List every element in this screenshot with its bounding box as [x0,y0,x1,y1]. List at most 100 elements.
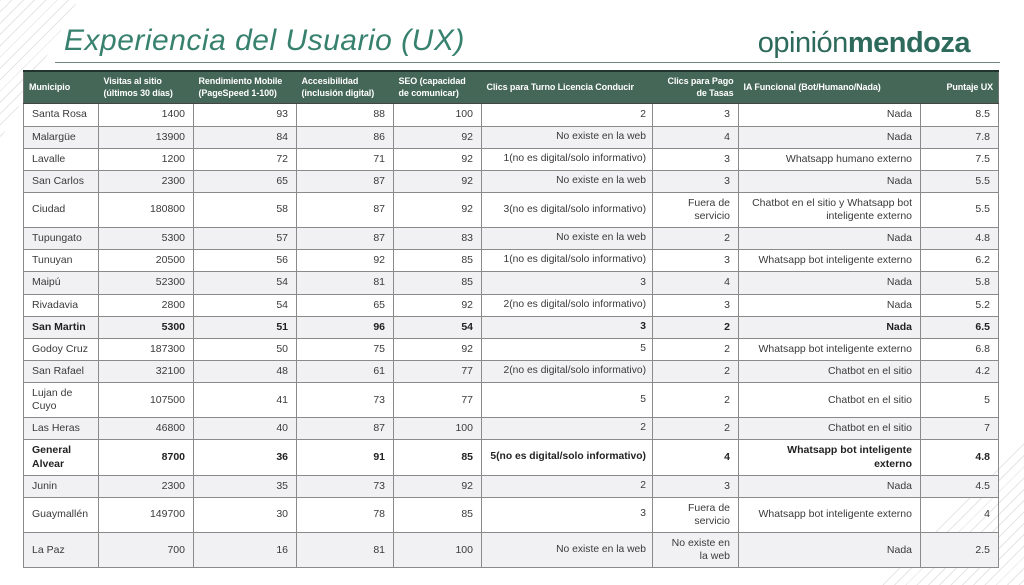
table-cell: 4.8 [920,227,999,251]
municipio-cell: La Paz [23,531,99,569]
table-cell: 3 [652,147,739,171]
table-cell: 78 [296,496,394,534]
table-cell: Nada [738,169,921,193]
table-row: Tunuyan 20500 56 92 85 1(no es digital/solo i… [23,249,999,273]
table-cell: 72 [193,147,297,171]
municipio-cell: Santa Rosa [23,103,99,127]
municipio-cell: Maipú [23,271,99,295]
municipio-cell: Rivadavia [23,293,99,317]
table-cell: 51 [193,315,297,339]
table-cell: 73 [296,474,394,498]
table-cell: 2800 [98,293,194,317]
municipio-cell: San Rafael [23,359,99,384]
table-cell: 4.2 [920,359,999,384]
table-cell: 2.5 [920,531,999,569]
table-cell: No existe en la web [481,125,653,149]
table-cell: 7 [920,417,999,441]
logo-text-bold: mendoza [847,27,971,59]
table-cell: 5.2 [920,293,999,317]
table-cell: 92 [393,337,482,361]
table-cell: Chatbot en el sitio y Whatsapp bot intel… [738,191,921,229]
table-cell: Nada [738,227,921,251]
table-cell: 32100 [98,359,194,384]
municipio-cell: Godoy Cruz [23,337,99,361]
table-row: Junin 2300 35 73 92 2 3 Nada 4.5 [23,474,999,498]
table-cell: 100 [393,417,482,441]
table-cell: 58 [193,191,297,229]
table-cell: 88 [296,103,394,127]
table-cell: No existe en la web [481,531,653,569]
table-cell: 2 [652,381,739,419]
table-cell: 61 [296,359,394,384]
table-cell: 92 [296,249,394,273]
column-header: Clics para Pago de Tasas [652,70,739,105]
table-cell: No existe en la web [652,531,739,569]
table-cell: 3 [652,169,739,193]
table-cell: 30 [193,496,297,534]
municipio-cell: San Martin [23,315,99,339]
table-cell: 4.5 [920,474,999,498]
table-cell: Nada [738,103,921,127]
table-cell: 3 [652,249,739,273]
table-cell: Nada [738,474,921,498]
table-cell: Chatbot en el sitio [738,381,921,419]
table-cell: 180800 [98,191,194,229]
municipio-cell: Malargüe [23,125,99,149]
table-cell: 91 [296,439,394,476]
municipio-cell: Lujan de Cuyo [23,381,99,419]
table-cell: 4 [652,271,739,295]
table-cell: 2 [481,417,653,441]
municipio-cell: Ciudad [23,191,99,229]
table-row: Lujan de Cuyo 107500 41 73 77 5 2 Chatbot en el… [23,381,999,419]
municipio-cell: Las Heras [23,417,99,441]
table-cell: 2300 [98,474,194,498]
table-cell: 86 [296,125,394,149]
table-cell: 4 [652,125,739,149]
table-cell: Nada [738,531,921,569]
table-cell: 50 [193,337,297,361]
table-cell: 36 [193,439,297,476]
table-cell: 2 [652,417,739,441]
table-cell: 5 [481,337,653,361]
table-cell: Nada [738,125,921,149]
column-header: Accesibilidad (inclusión digital) [296,70,394,105]
column-header: SEO (capacidad de comunicar) [393,70,482,105]
table-cell: 13900 [98,125,194,149]
table-cell: 85 [393,439,482,476]
table-row: General Alvear 8700 36 91 85 5(no es digital/… [23,439,999,476]
table-cell: 2300 [98,169,194,193]
table-cell: 8700 [98,439,194,476]
municipio-cell: Tupungato [23,227,99,251]
table-cell: 100 [393,531,482,569]
table-cell: 2 [481,103,653,127]
table-cell: Fuera de servicio [652,191,739,229]
table-cell: 77 [393,359,482,384]
table-cell: 96 [296,315,394,339]
table-cell: 5300 [98,227,194,251]
header-divider-line [55,62,1000,63]
table-cell: 149700 [98,496,194,534]
table-cell: 4.8 [920,439,999,476]
page-title: Experiencia del Usuario (UX) [64,24,465,57]
table-cell: 2(no es digital/solo informativo) [481,359,653,384]
table-cell: Whatsapp humano externo [738,147,921,171]
table-cell: 7.8 [920,125,999,149]
table-cell: Whatsapp bot inteligente externo [738,337,921,361]
table-row: San Carlos 2300 65 87 92 No existe en la web 3… [23,169,999,193]
table-cell: 85 [393,249,482,273]
table-cell: 54 [393,315,482,339]
table-cell: 92 [393,191,482,229]
table-cell: 6.5 [920,315,999,339]
table-cell: 4 [652,439,739,476]
table-cell: 41 [193,381,297,419]
table-cell: 6.8 [920,337,999,361]
table-cell: 5(no es digital/solo informativo) [481,439,653,476]
table-row: San Martin 5300 51 96 54 3 2 Nada 6.5 [23,315,999,339]
table-row: Rivadavia 2800 54 65 92 2(no es digital/solo … [23,293,999,317]
table-cell: 1(no es digital/solo informativo) [481,249,653,273]
table-cell: 4 [920,496,999,534]
table-cell: Nada [738,293,921,317]
column-header: Rendimiento Mobile (PageSpeed 1-100) [193,70,297,105]
table-cell: 92 [393,147,482,171]
table-cell: 7.5 [920,147,999,171]
